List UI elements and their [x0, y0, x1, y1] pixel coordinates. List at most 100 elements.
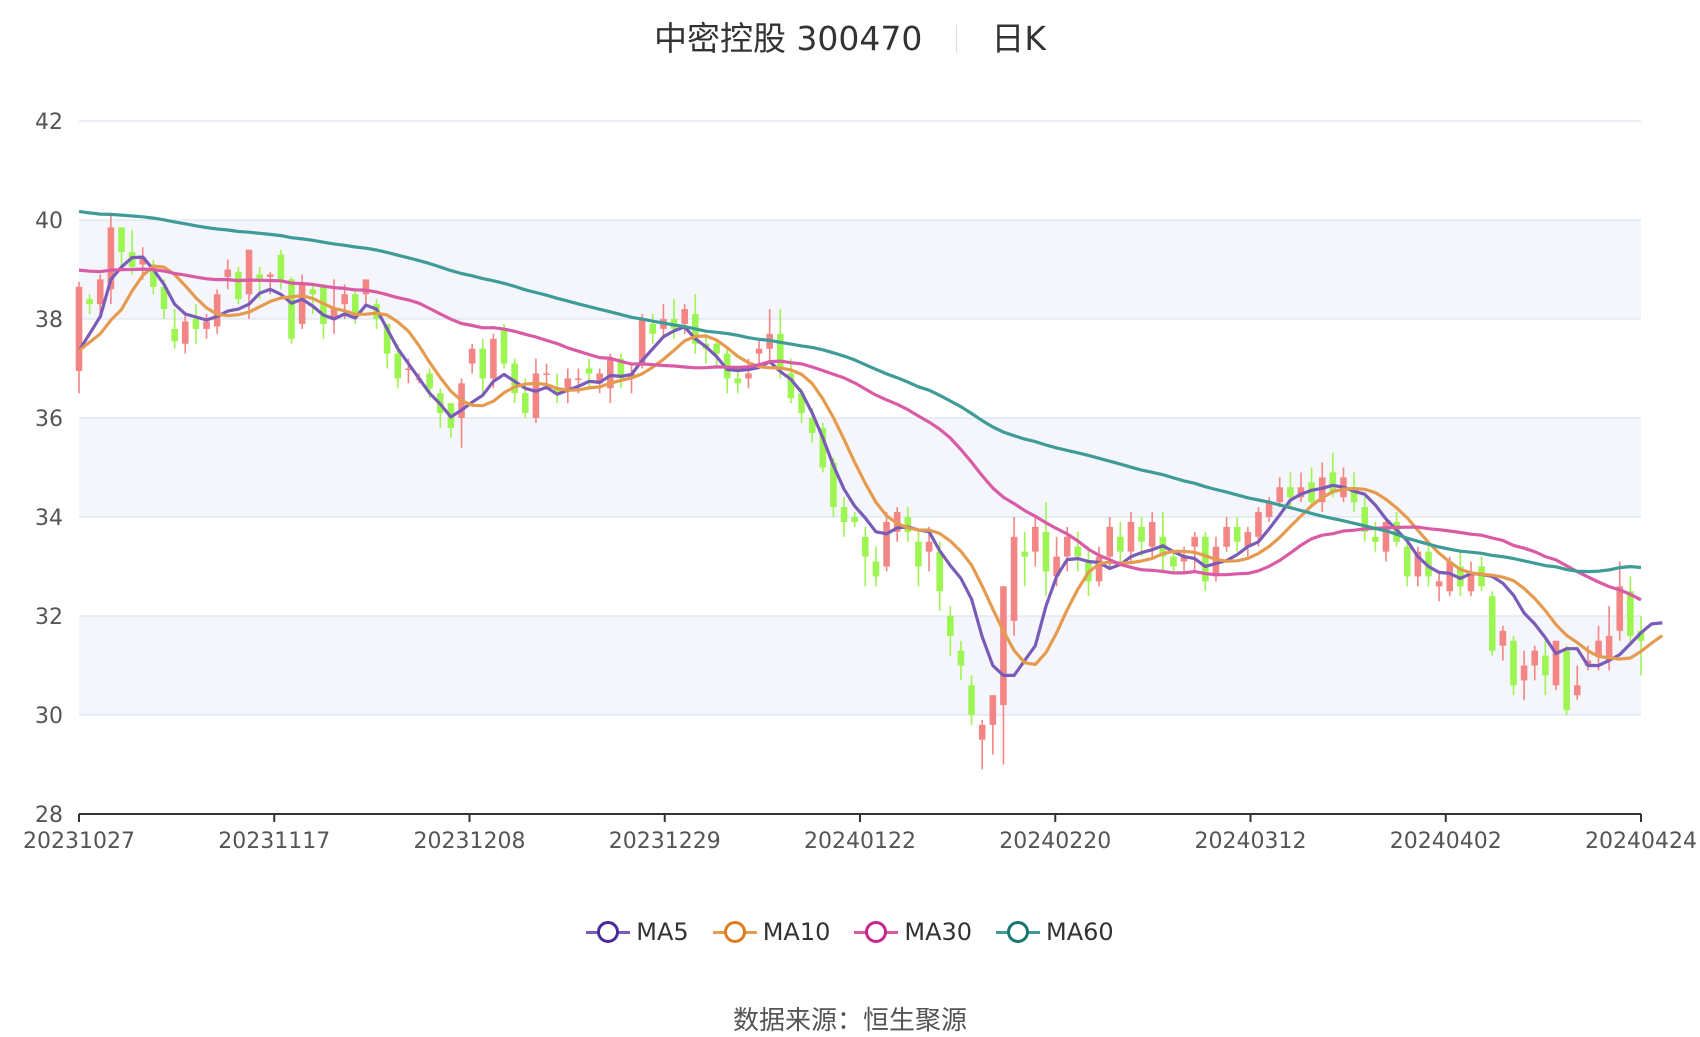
candle-body — [490, 338, 497, 379]
candle-body — [1223, 526, 1230, 547]
x-tick-label: 20240424 — [1585, 829, 1697, 854]
candle-body — [532, 373, 540, 418]
legend-swatch-ma5-icon — [586, 920, 631, 944]
candle-body — [1244, 531, 1252, 547]
candle-body — [266, 274, 274, 277]
chart-title: 中密控股 300470 日K — [0, 12, 1700, 60]
candle-body — [1148, 521, 1156, 547]
grid-band — [79, 220, 1641, 319]
candle-body — [1095, 556, 1103, 582]
y-tick-label: 34 — [35, 506, 63, 531]
candle-body — [734, 378, 742, 384]
candle-body — [1478, 566, 1485, 587]
candle-body — [957, 650, 965, 666]
y-tick-label: 32 — [35, 605, 63, 630]
candle-body — [139, 257, 147, 265]
candle-body — [1233, 526, 1241, 542]
legend-swatch-ma30-icon — [854, 920, 899, 944]
legend-label-ma5: MA5 — [636, 918, 689, 946]
candle-body — [1573, 685, 1581, 696]
legend-swatch-ma60-icon — [996, 920, 1041, 944]
y-tick-label: 30 — [35, 704, 63, 729]
candle-body — [1510, 640, 1517, 686]
candle-body — [511, 363, 518, 394]
candle-body — [862, 536, 869, 557]
candle-body — [288, 279, 295, 339]
candle-body — [96, 279, 104, 305]
candle-body — [872, 561, 880, 577]
candle-body — [830, 462, 837, 508]
candle-body — [1467, 571, 1475, 592]
candle-body — [1308, 482, 1315, 503]
x-tick-label: 20240402 — [1390, 829, 1502, 854]
line-ma5 — [77, 255, 1663, 678]
candle-body — [681, 309, 688, 324]
candle-body — [1127, 521, 1135, 552]
candle-body — [118, 227, 125, 253]
candle-body — [1212, 546, 1220, 577]
candle-body — [1138, 526, 1145, 542]
candle-body — [1106, 526, 1114, 557]
candle-body — [426, 373, 433, 389]
y-tick-label: 36 — [35, 407, 63, 432]
candle-body — [1457, 566, 1464, 587]
candle-body — [362, 279, 370, 295]
candle-body — [1637, 630, 1645, 641]
candle-body — [383, 323, 391, 354]
candle-body — [245, 249, 253, 295]
candle-body — [192, 319, 200, 329]
candle-body — [181, 321, 189, 344]
candle-body — [1042, 531, 1050, 572]
candle-body — [1542, 655, 1549, 676]
candle-body — [213, 294, 221, 327]
candle-body — [1170, 556, 1177, 567]
candle-body — [107, 227, 115, 290]
candle-body — [883, 521, 890, 567]
candle-body — [1276, 487, 1284, 503]
candle-body — [277, 254, 285, 280]
candle-body — [351, 294, 359, 315]
candle-body — [1361, 507, 1369, 532]
candle-body — [1191, 536, 1199, 547]
candlestick-chart: 28 30 32 34 36 38 40 42 20231027 20231117 20231208… — [23, 110, 1697, 854]
legend: MA5 MA10 MA30 MA60 — [0, 918, 1700, 946]
x-tick-label: 20240220 — [999, 829, 1111, 854]
candle-body — [1627, 591, 1634, 636]
candle-body — [638, 319, 646, 364]
candle-body — [1595, 640, 1602, 656]
candle-body — [1117, 536, 1124, 552]
x-tick-label: 20240122 — [804, 829, 916, 854]
candle-body — [1605, 635, 1613, 661]
candle-body — [713, 343, 720, 354]
candle-body — [936, 551, 943, 592]
candle-body — [1000, 586, 1007, 706]
y-tick-label: 42 — [35, 110, 63, 135]
candle-body — [585, 368, 593, 374]
candle-body — [1499, 630, 1507, 646]
grid-band — [79, 616, 1641, 715]
legend-item-ma30[interactable]: MA30 — [854, 918, 972, 946]
candle-body — [479, 348, 487, 379]
candle-body — [947, 616, 954, 636]
candle-body — [925, 541, 933, 552]
candle-body — [330, 309, 338, 319]
candle-body — [341, 294, 348, 305]
candle-body — [235, 271, 242, 300]
candle-body — [851, 517, 858, 522]
source-value: 恒生聚源 — [863, 1006, 968, 1036]
legend-item-ma10[interactable]: MA10 — [712, 918, 830, 946]
candle-body — [1616, 586, 1624, 631]
legend-swatch-ma10-icon — [712, 920, 757, 944]
data-source: 数据来源：恒生聚源 — [0, 1000, 1700, 1037]
candle-body — [1435, 581, 1443, 587]
candle-body — [1403, 546, 1411, 577]
legend-item-ma60[interactable]: MA60 — [996, 918, 1114, 946]
legend-label-ma60: MA60 — [1046, 918, 1114, 946]
legend-item-ma5[interactable]: MA5 — [586, 918, 689, 946]
candle-body — [394, 353, 402, 379]
candle-body — [1063, 536, 1071, 557]
candle-body — [1414, 551, 1422, 577]
x-tick-label: 20240312 — [1195, 829, 1307, 854]
candle-body — [298, 284, 306, 324]
candle-body — [755, 348, 763, 354]
